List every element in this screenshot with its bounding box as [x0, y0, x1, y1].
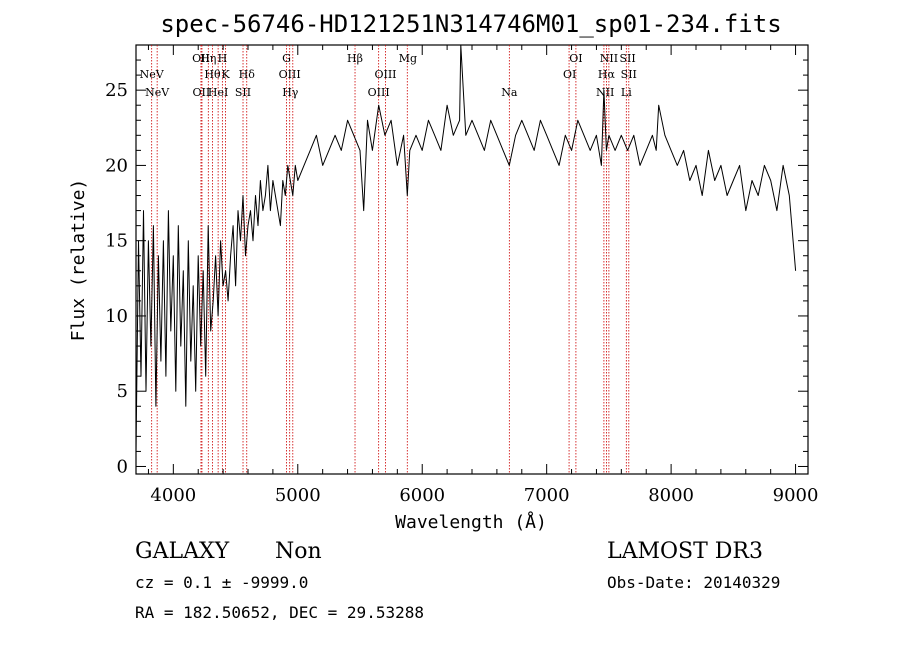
y-tick-label: 15 — [105, 231, 128, 252]
line-marker-label: Hη — [200, 52, 216, 65]
ra-dec: RA = 182.50652, DEC = 29.53288 — [135, 603, 424, 622]
x-tick-label: 9000 — [773, 485, 819, 506]
line-marker-label: Mg — [399, 52, 417, 65]
y-tick-label: 20 — [105, 155, 128, 176]
x-tick-label: 7000 — [524, 485, 570, 506]
x-tick-label: 6000 — [399, 485, 445, 506]
line-marker-label: NeV — [140, 68, 165, 81]
x-axis-ticks: 4000 5000 6000 7000 8000 9000 — [147, 45, 819, 506]
line-marker-label: OI — [563, 68, 576, 81]
line-marker-label: SII — [619, 52, 635, 65]
spectrum-series — [135, 44, 797, 452]
object-class: GALAXY — [135, 539, 230, 564]
y-tick-label: 0 — [117, 456, 128, 477]
line-marker-label: Hα — [598, 68, 616, 81]
line-marker-label: K — [221, 68, 230, 81]
line-marker-label: Hθ — [204, 68, 221, 81]
line-marker-label: Na — [501, 86, 518, 99]
line-marker-label: OIII — [368, 86, 390, 99]
line-marker-label: OII — [192, 52, 210, 65]
line-marker-label: H — [218, 52, 228, 65]
y-tick-label: 10 — [105, 306, 128, 327]
y-axis-label: Flux (relative) — [68, 179, 89, 342]
line-marker-label: NII — [596, 86, 614, 99]
line-marker-label: NII — [600, 52, 618, 65]
emission-line-markers — [151, 45, 630, 474]
obs-date: Obs-Date: 20140329 — [607, 573, 780, 592]
line-marker-label: Hγ — [282, 86, 299, 99]
line-marker-label: OI — [569, 52, 582, 65]
line-marker-label: OIII — [279, 68, 301, 81]
x-tick-label: 4000 — [150, 485, 196, 506]
y-axis-ticks: 0 5 10 15 20 25 — [105, 59, 808, 477]
line-marker-label: G — [282, 52, 291, 65]
x-tick-label: 8000 — [648, 485, 694, 506]
line-marker-label: SII — [621, 68, 637, 81]
redshift-info: cz = 0.1 ± -9999.0 — [135, 573, 308, 592]
line-marker-label: NeV — [145, 86, 170, 99]
x-tick-label: 5000 — [275, 485, 321, 506]
chart-title: spec-56746-HD121251N314746M01_sp01-234.f… — [160, 10, 781, 38]
y-tick-label: 5 — [117, 381, 128, 402]
line-marker-label: Li — [621, 86, 632, 99]
line-marker-label: OIII — [374, 68, 396, 81]
survey-label: LAMOST DR3 — [607, 539, 763, 564]
object-subclass: Non — [275, 539, 322, 564]
line-marker-label: OII — [192, 86, 210, 99]
line-marker-label: SII — [235, 86, 251, 99]
line-marker-label: HeI — [208, 86, 228, 99]
x-axis-label: Wavelength (Å) — [395, 511, 547, 533]
line-marker-label: Hδ — [239, 68, 256, 81]
line-marker-label: Hβ — [347, 52, 363, 65]
y-tick-label: 25 — [105, 80, 128, 101]
spectrum-line — [135, 44, 797, 452]
